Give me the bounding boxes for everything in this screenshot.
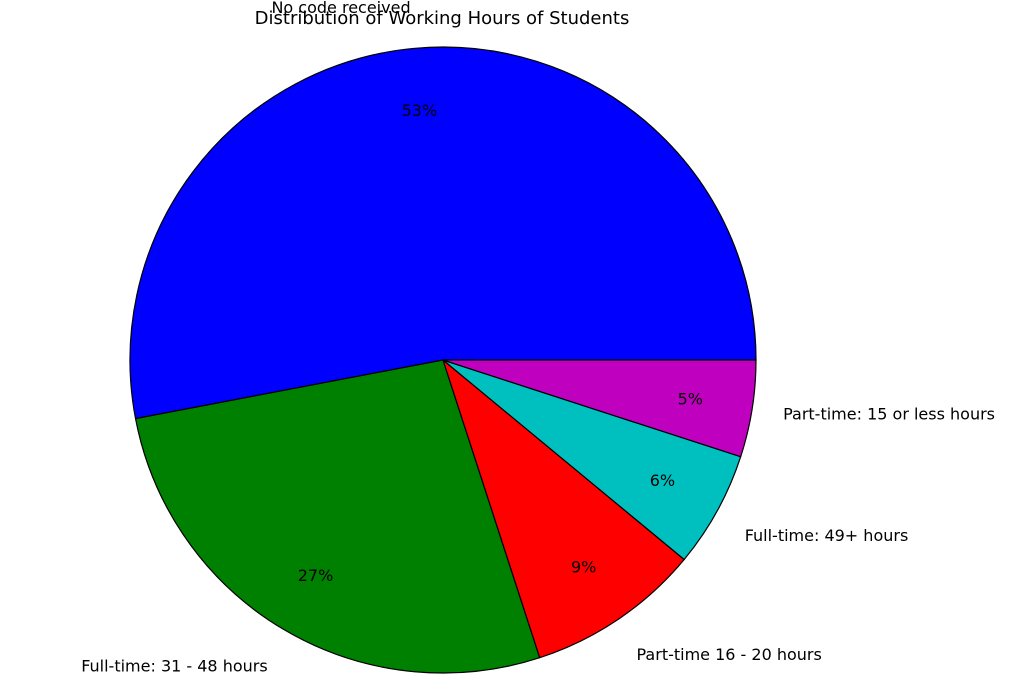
- percent-label-full-time-49-hours: 6%: [650, 471, 675, 490]
- pie-slice-part-time-15-or-less-hours: [442, 359, 757, 458]
- percent-label-no-code-received: 53%: [402, 101, 438, 120]
- slice-label-full-time-31-48-hours: Full-time: 31 - 48 hours: [81, 656, 268, 675]
- slice-label-part-time-15-or-less-hours: Part-time: 15 or less hours: [783, 404, 995, 423]
- slice-label-no-code-received: No code received: [271, 0, 410, 17]
- pie-slice-full-time-31-48-hours: [134, 359, 541, 674]
- percent-label-part-time-16-20-hours: 9%: [571, 558, 596, 577]
- pie-slice-no-code-received: [129, 46, 757, 420]
- slice-label-part-time-16-20-hours: Part-time 16 - 20 hours: [637, 645, 822, 664]
- pie-slice-part-time-16-20-hours: [442, 359, 685, 659]
- chart-title: Distribution of Working Hours of Student…: [254, 8, 630, 29]
- slice-label-full-time-49-hours: Full-time: 49+ hours: [745, 526, 909, 545]
- percent-label-full-time-31-48-hours: 27%: [298, 566, 334, 585]
- pie-slice-full-time-49-hours: [442, 359, 742, 561]
- percent-label-part-time-15-or-less-hours: 5%: [678, 390, 703, 409]
